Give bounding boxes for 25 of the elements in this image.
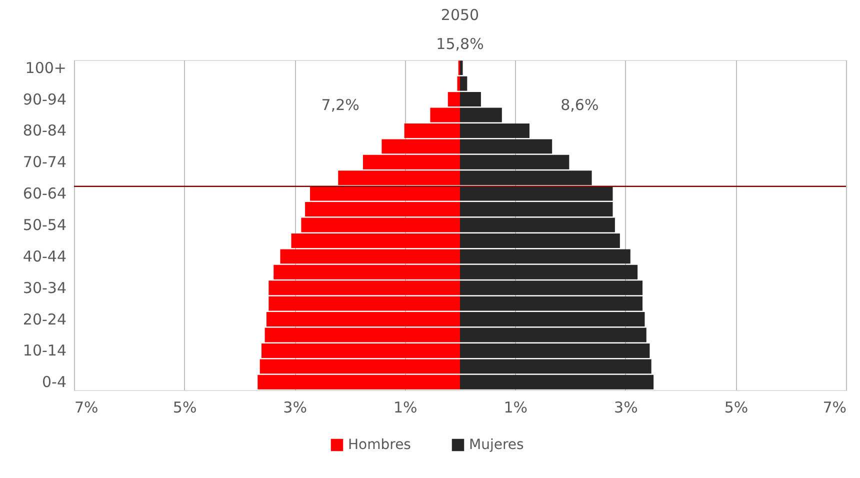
legend-label: Hombres [348, 437, 411, 453]
x-tick-label: 5% [172, 398, 197, 416]
legend-label: Mujeres [469, 437, 524, 453]
y-tick-label: 30-34 [22, 278, 66, 297]
y-tick-label: 50-54 [22, 216, 66, 234]
y-tick-label: 70-74 [22, 153, 66, 172]
y-tick-label: 0-4 [42, 373, 66, 392]
chart-subtitle: 15,8% [436, 35, 484, 53]
x-tick-label: 3% [614, 398, 638, 416]
x-tick-label: 7% [74, 398, 98, 416]
annotation: 8,6% [560, 96, 599, 114]
y-tick-label: 10-14 [22, 342, 66, 360]
y-tick-label: 20-24 [22, 310, 66, 328]
y-tick-label: 100+ [25, 58, 66, 77]
y-tick-label: 60-64 [22, 184, 66, 203]
y-tick-label: 40-44 [22, 247, 66, 266]
x-tick-label: 1% [393, 398, 418, 416]
y-tick-label: 90-94 [22, 90, 66, 108]
x-tick-label: 1% [504, 398, 528, 416]
y-tick-label: 80-84 [22, 122, 66, 140]
chart-title: 2050 [440, 6, 480, 24]
annotation: 7,2% [321, 96, 360, 114]
x-tick-label: 7% [822, 398, 846, 416]
x-tick-label: 3% [283, 398, 307, 416]
x-tick-label: 5% [724, 398, 748, 416]
